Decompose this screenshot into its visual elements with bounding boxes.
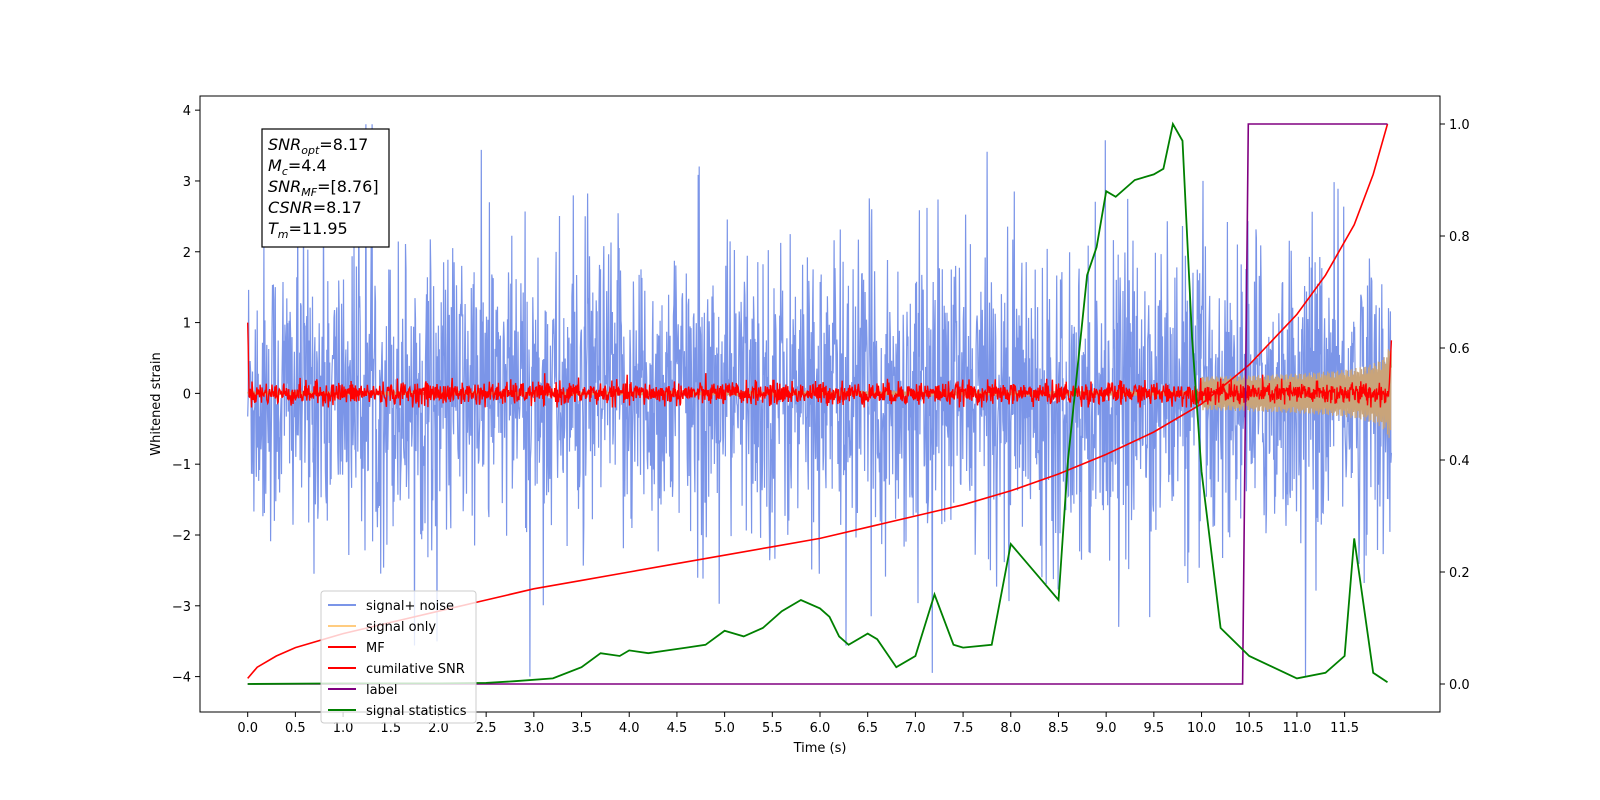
y-left-tick-label: −3: [172, 600, 191, 615]
legend-label: signal statistics: [366, 704, 467, 719]
x-tick-label: 3.5: [571, 721, 592, 736]
annotation-symbol: CSNR: [268, 198, 313, 217]
y-left-tick-label: 4: [183, 104, 191, 119]
series-mf: [247, 322, 1393, 408]
y-left-tick-label: 2: [183, 246, 191, 261]
x-tick-label: 7.5: [953, 721, 974, 736]
legend-entry: signal statistics: [328, 704, 467, 719]
annotation-value: =8.17: [319, 135, 368, 154]
legend-entry: signal only: [328, 620, 436, 635]
legend-entry: label: [328, 683, 397, 698]
series-label: [247, 123, 1388, 685]
x-tick-label: 10.0: [1187, 721, 1216, 736]
legend: signal+ noise signal only MF cumilative SNR…: [320, 590, 477, 724]
x-tick-label: 3.0: [524, 721, 545, 736]
x-tick-label: 2.0: [428, 721, 449, 736]
annotation-frame: [261, 128, 390, 248]
annotation-line: Mc=4.4: [268, 156, 327, 178]
x-tick-label: 0.0: [237, 721, 258, 736]
annotation-line: SNRMF=[8.76]: [268, 177, 379, 199]
annotation-subscript: opt: [301, 144, 320, 157]
x-tick-label: 5.5: [762, 721, 783, 736]
y-axis-right: 1.0 0.8 0.6 0.4 0.2 0.0: [1440, 118, 1470, 693]
legend-label: signal only: [366, 620, 436, 635]
y-axis-label: Whitened strain: [149, 352, 164, 455]
series-signal-plus-noise: [247, 124, 1392, 677]
y-left-tick-label: 1: [183, 317, 191, 332]
x-tick-label: 10.5: [1235, 721, 1264, 736]
annotation-subscript: c: [282, 165, 288, 178]
x-tick-label: 9.5: [1144, 721, 1165, 736]
y-right-tick-label: 0.4: [1449, 454, 1470, 469]
annotation-value: =11.95: [289, 219, 348, 238]
x-tick-label: 2.5: [476, 721, 497, 736]
x-tick-label: 6.5: [857, 721, 878, 736]
x-tick-label: 4.5: [667, 721, 688, 736]
y-right-tick-label: 0.0: [1449, 678, 1470, 693]
annotation-box: SNRopt=8.17Mc=4.4SNRMF=[8.76]CSNR=8.17Tm…: [261, 128, 390, 248]
annotation-line: Tm=11.95: [268, 219, 348, 241]
x-tick-label: 8.5: [1048, 721, 1069, 736]
y-left-tick-label: −4: [172, 671, 191, 686]
annotation-line: CSNR=8.17: [268, 198, 362, 217]
x-tick-label: 0.5: [285, 721, 306, 736]
annotation-value: =4.4: [288, 156, 327, 175]
annotation-subscript: m: [278, 228, 289, 241]
x-tick-label: 7.0: [905, 721, 926, 736]
x-tick-label: 11.5: [1330, 721, 1359, 736]
y-axis-left: 4 3 2 1 0 −1 −2 −3 −4: [172, 104, 200, 686]
annotation-line: SNRopt=8.17: [268, 135, 368, 157]
x-axis-label: Time (s): [793, 741, 847, 756]
legend-frame: [320, 590, 477, 724]
x-tick-label: 9.0: [1096, 721, 1117, 736]
x-tick-label: 11.0: [1282, 721, 1311, 736]
x-tick-label: 5.0: [714, 721, 735, 736]
legend-entry: cumilative SNR: [328, 662, 465, 677]
annotation-subscript: MF: [301, 186, 317, 199]
x-tick-label: 6.0: [810, 721, 831, 736]
legend-label: MF: [366, 641, 385, 656]
y-left-tick-label: −2: [172, 529, 191, 544]
legend-label: label: [366, 683, 397, 698]
x-tick-label: 4.0: [619, 721, 640, 736]
series-signal-statistics: [247, 121, 1388, 685]
legend-entry: signal+ noise: [328, 599, 454, 614]
y-right-tick-label: 0.8: [1449, 230, 1470, 245]
legend-label: signal+ noise: [366, 599, 454, 614]
legend-label: cumilative SNR: [366, 662, 465, 677]
x-tick-label: 1.0: [333, 721, 354, 736]
y-left-tick-label: −1: [172, 458, 191, 473]
x-tick-label: 1.5: [380, 721, 401, 736]
legend-entry: MF: [328, 641, 385, 656]
annotation-symbol: M: [268, 156, 282, 175]
annotation-value: =[8.76]: [317, 177, 379, 196]
annotation-symbol: SNR: [268, 135, 301, 154]
annotation-symbol: SNR: [268, 177, 301, 196]
annotation-symbol: T: [268, 219, 279, 238]
x-axis: 0.0 0.5 1.0 1.5 2.0 2.5 3.0 3.5 4.0 4.5 5.0 5.5 6.0 6…: [237, 712, 1359, 736]
x-tick-label: 8.0: [1000, 721, 1021, 736]
y-right-tick-label: 0.6: [1449, 342, 1470, 357]
y-left-tick-label: 0: [183, 387, 191, 402]
y-right-tick-label: 0.2: [1449, 566, 1470, 581]
y-right-tick-label: 1.0: [1449, 118, 1470, 133]
y-left-tick-label: 3: [183, 175, 191, 190]
annotation-value: =8.17: [313, 198, 362, 217]
